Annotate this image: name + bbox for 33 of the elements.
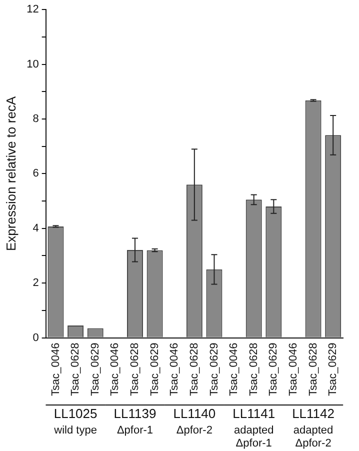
x-tick-label: Tsac_0628 <box>307 342 320 396</box>
x-tick-label: Tsac_0046 <box>228 342 240 396</box>
y-tick-label: 8 <box>32 113 39 126</box>
text: Δpfor-2 <box>176 424 212 437</box>
y-tick-label: 6 <box>32 168 39 180</box>
x-tick-label: Tsac_0629 <box>327 342 340 396</box>
text: adapted Δpfor-1 <box>234 424 274 450</box>
text: LL1140 <box>173 406 216 422</box>
x-tick-label: Tsac_0046 <box>288 342 300 396</box>
x-tick-label: Tsac_0628 <box>248 342 260 396</box>
x-tick-label: Tsac_0629 <box>148 342 161 396</box>
text: Δpfor-1 <box>116 424 154 437</box>
y-tick-label: 0 <box>32 332 39 344</box>
x-tick-label: Tsac_0046 <box>168 342 181 396</box>
text: LL1139 <box>114 406 156 422</box>
x-tick-label: Tsac_0629 <box>208 342 220 396</box>
x-tick-label: Tsac_0629 <box>268 342 280 396</box>
y-axis-title: Expression relative to recA <box>3 96 18 252</box>
y-tick-label: 4 <box>32 222 39 234</box>
y-tick-label: 2 <box>32 277 39 290</box>
text: LL1141 <box>232 406 276 422</box>
x-tick-label: Tsac_0628 <box>188 342 200 396</box>
text: LL1025 <box>54 406 98 422</box>
x-tick-label: Tsac_0629 <box>89 342 102 396</box>
text: adapted Δpfor-2 <box>293 424 334 450</box>
y-tick-label: 10 <box>26 58 39 70</box>
y-tick-label: 12 <box>26 4 39 16</box>
x-tick-label: Tsac_0628 <box>70 342 82 396</box>
x-tick-label: Tsac_0046 <box>50 342 62 396</box>
x-tick-label: Tsac_0046 <box>109 342 122 396</box>
x-tick-label: Tsac_0628 <box>129 342 142 396</box>
text: LL1142 <box>292 406 334 422</box>
text: wild type <box>53 424 97 437</box>
